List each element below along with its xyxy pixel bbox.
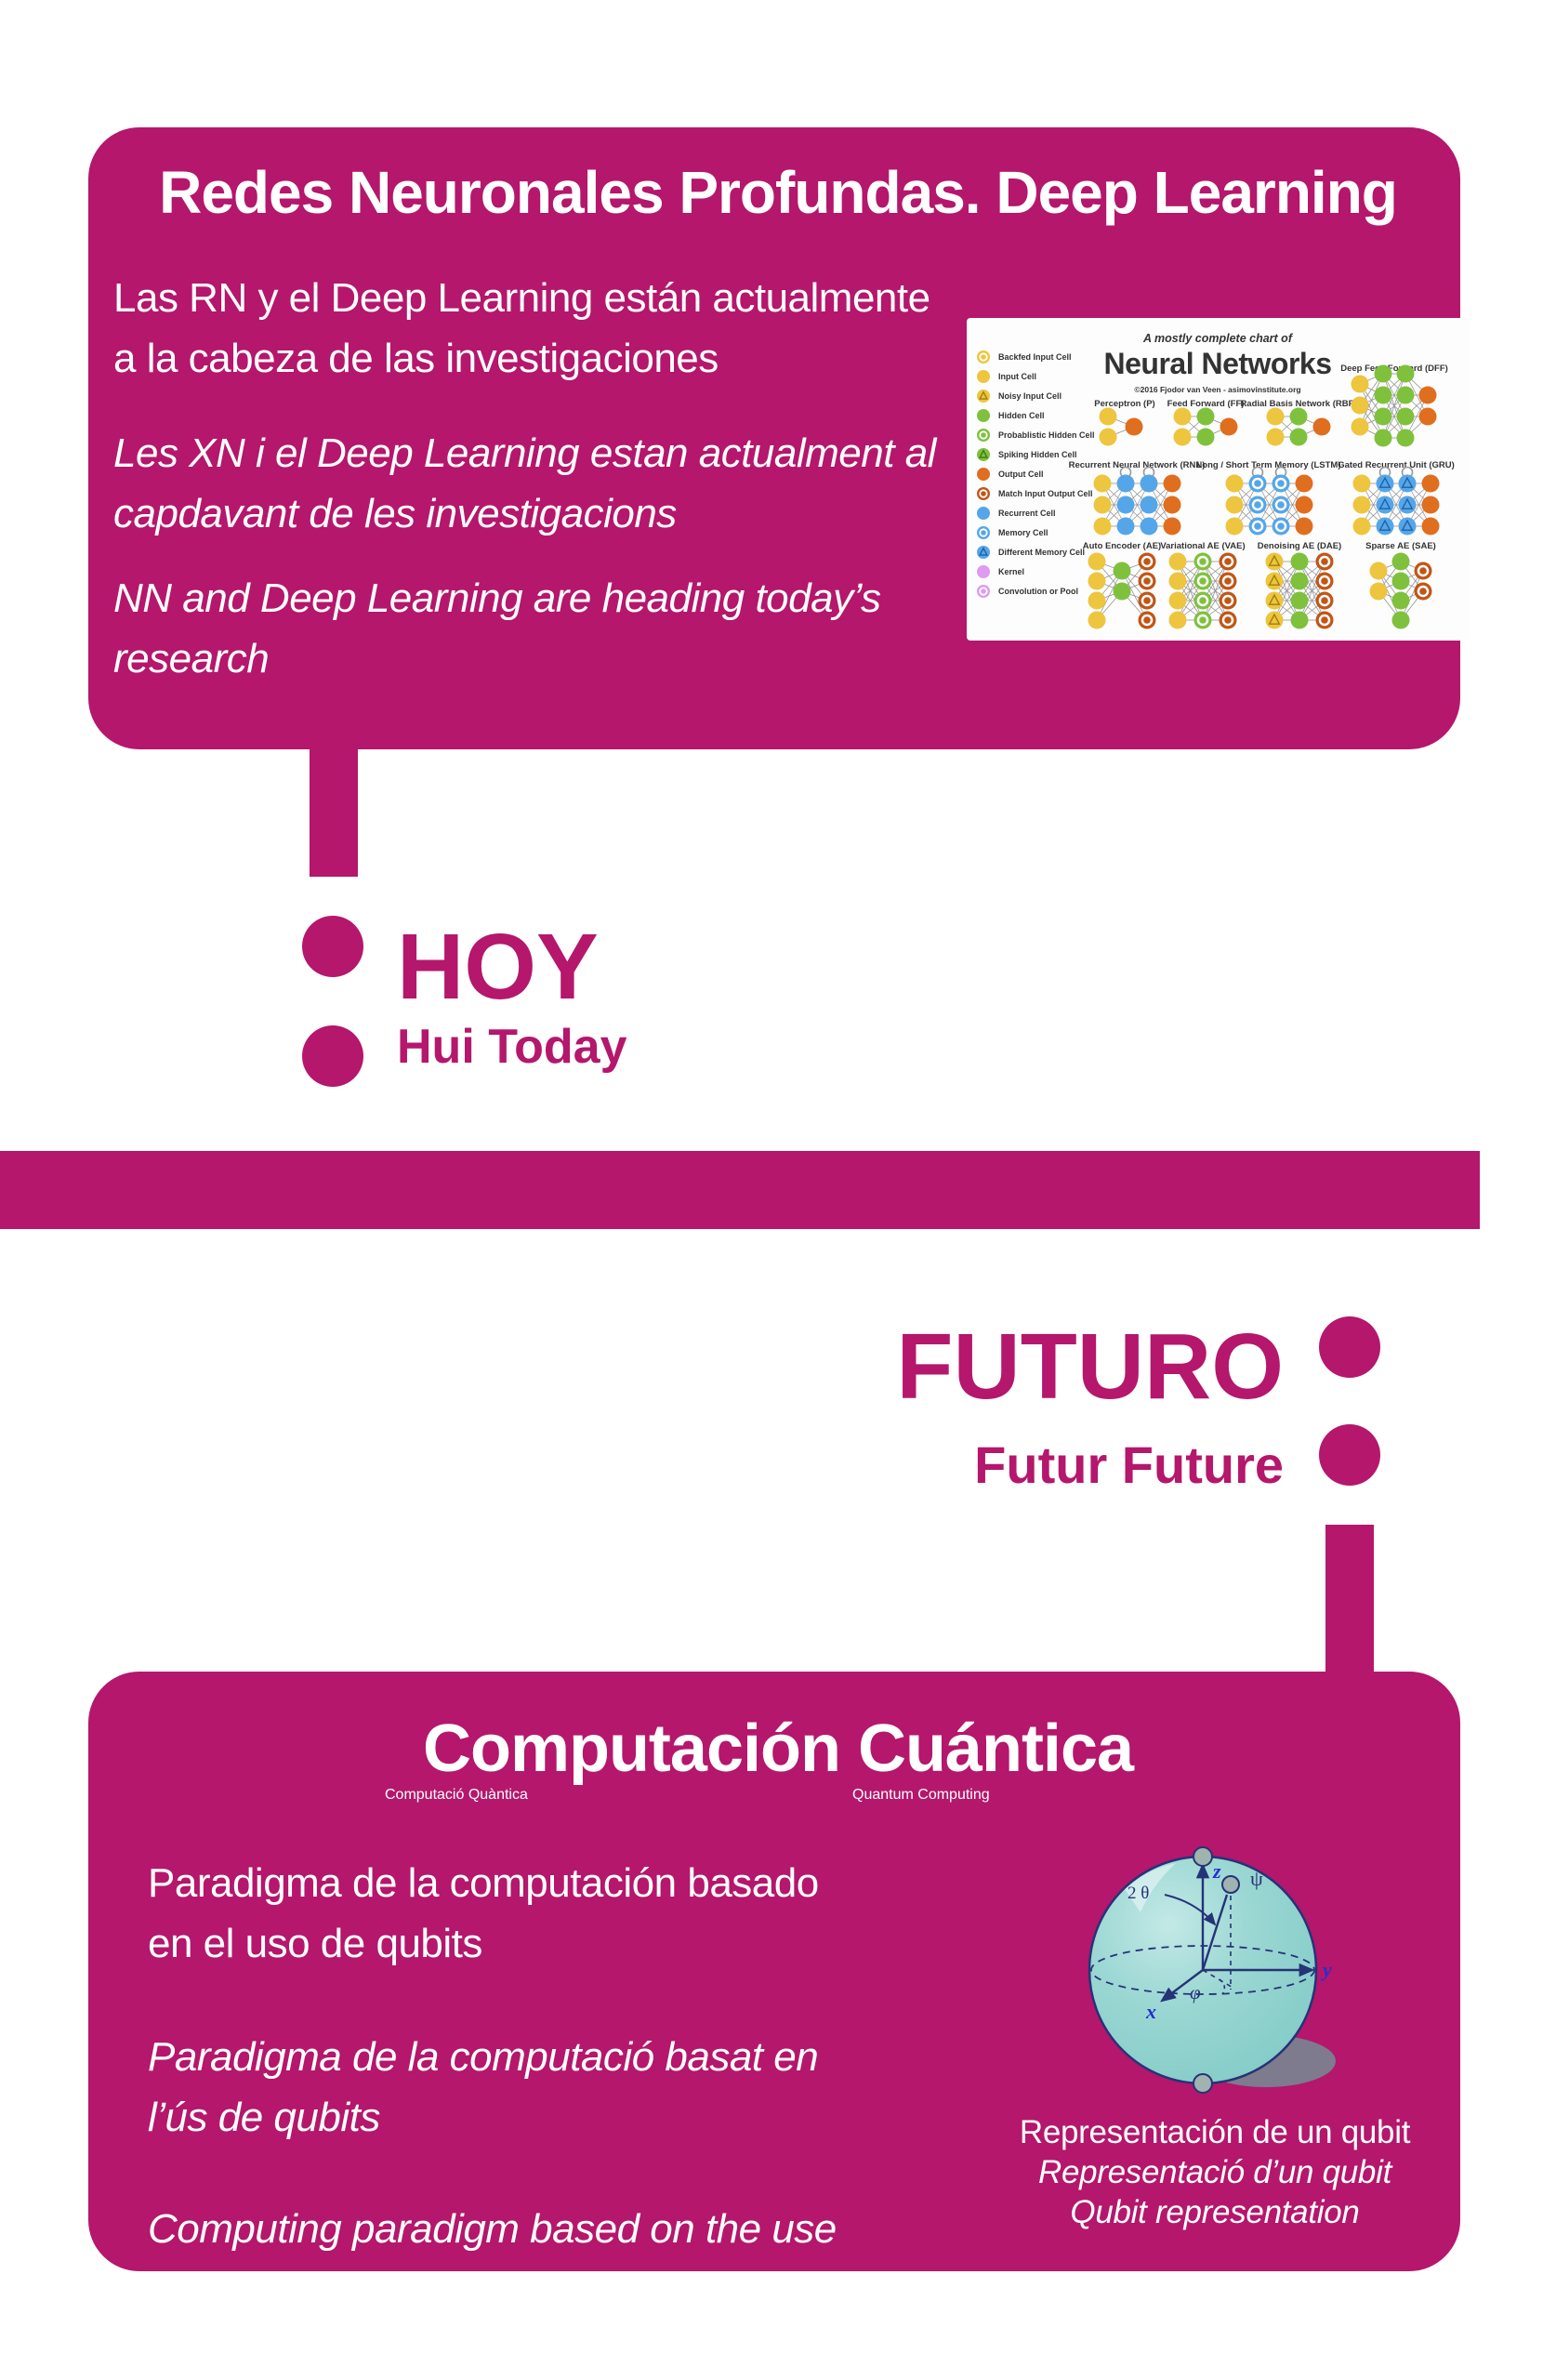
svg-text:Output Cell: Output Cell [998, 469, 1044, 479]
timeline-dot-icon [302, 916, 363, 977]
svg-text:A mostly complete chart of: A mostly complete chart of [1142, 332, 1294, 345]
paragraph-line: Computing paradigm based on the use [148, 2206, 837, 2252]
paragraph-line: a la cabeza de las investigaciones [113, 336, 719, 381]
quantum-paragraph-catalan: Paradigma de la computació basat en l’ús… [148, 2027, 819, 2148]
quantum-computing-title: Computación Cuántica [422, 1712, 1134, 1786]
paragraph-line: Paradigma de la computación basado [148, 1860, 819, 1906]
deep-learning-paragraph-catalan: Les XN i el Deep Learning estan actualme… [113, 423, 936, 544]
psi-label: ψ [1250, 1867, 1263, 1890]
future-subheading: Futur Future [974, 1435, 1284, 1494]
pole-top [1193, 1846, 1213, 1867]
y-axis-label: y [1320, 1958, 1332, 1981]
svg-text:Gated Recurrent Unit (GRU): Gated Recurrent Unit (GRU) [1338, 460, 1455, 470]
sphere-highlight [1125, 1863, 1176, 1912]
quantum-paragraph-spanish: Paradigma de la computación basado en el… [148, 1853, 819, 1974]
paragraph-line: en el uso de qubits [148, 1921, 482, 1966]
x-axis-label: x [1145, 2000, 1156, 2023]
svg-text:Perceptron (P): Perceptron (P) [1094, 399, 1154, 409]
svg-text:Deep Feed Forward (DFF): Deep Feed Forward (DFF) [1340, 364, 1448, 374]
svg-text:Feed Forward (FF): Feed Forward (FF) [1167, 399, 1245, 409]
timeline-connector-future [1325, 1525, 1374, 1675]
svg-text:Auto Encoder (AE): Auto Encoder (AE) [1083, 541, 1161, 551]
today-heading: HOY [397, 915, 599, 1019]
svg-text:©2016 Fjodor van Veen - asimov: ©2016 Fjodor van Veen - asimovinstitute.… [1134, 385, 1300, 394]
svg-text:Kernel: Kernel [998, 567, 1024, 576]
paragraph-line: Les XN i el Deep Learning estan actualme… [113, 430, 936, 476]
paragraph-line: Paradigma de la computació basat en [148, 2034, 819, 2080]
paragraph-line: of qubits [148, 2267, 298, 2312]
svg-text:Hidden Cell: Hidden Cell [998, 411, 1045, 420]
svg-text:Different Memory Cell: Different Memory Cell [998, 548, 1085, 557]
paragraph-line: Las RN y el Deep Learning están actualme… [113, 275, 930, 321]
paragraph-line: capdavant de les investigacions [113, 491, 677, 536]
theta-label: 2 θ [1127, 1884, 1149, 1903]
svg-text:Memory Cell: Memory Cell [998, 528, 1048, 537]
svg-text:Convolution or Pool: Convolution or Pool [998, 587, 1078, 596]
svg-text:Backfed Input Cell: Backfed Input Cell [998, 352, 1072, 362]
paragraph-line: NN and Deep Learning are heading today’s [113, 575, 881, 621]
svg-text:Match Input Output Cell: Match Input Output Cell [998, 489, 1093, 498]
phi-label: φ [1190, 1981, 1201, 2003]
qubit-caption: Representación de un qubit Representació… [1001, 2112, 1429, 2232]
svg-text:Recurrent Cell: Recurrent Cell [998, 509, 1056, 518]
svg-text:Sparse AE (SAE): Sparse AE (SAE) [1365, 541, 1436, 551]
today-subheading: Hui Today [397, 1020, 627, 1074]
deep-learning-title: Redes Neuronales Profundas. Deep Learnin… [159, 159, 1398, 226]
quantum-subtitle-catalan: Computació Quàntica [385, 1787, 528, 1803]
svg-text:Noisy Input Cell: Noisy Input Cell [998, 391, 1062, 401]
svg-text:Long / Short Term Memory (LSTM: Long / Short Term Memory (LSTM) [1197, 460, 1341, 470]
timeline-connector-today [310, 744, 358, 877]
qubit-caption-spanish: Representación de un qubit [1019, 2114, 1411, 2150]
svg-text:Spiking Hidden Cell: Spiking Hidden Cell [998, 450, 1077, 459]
svg-text:Recurrent Neural Network (RNN): Recurrent Neural Network (RNN) [1069, 460, 1206, 470]
svg-text:Neural Networks: Neural Networks [1103, 347, 1331, 380]
timeline-dot-icon [302, 1025, 363, 1087]
z-axis-label: z [1212, 1859, 1221, 1883]
timeline-dot-icon [1319, 1316, 1380, 1378]
bloch-sphere-image: z y x ψ 2 θ φ [1036, 1833, 1371, 2112]
pole-bottom [1193, 2073, 1213, 2094]
svg-text:Variational AE (VAE): Variational AE (VAE) [1160, 541, 1245, 551]
timeline-dot-icon [1319, 1424, 1380, 1486]
future-heading: FUTURO [896, 1315, 1284, 1419]
qubit-caption-catalan: Representació d’un qubit [1037, 2154, 1391, 2190]
paragraph-line: research [113, 636, 270, 681]
svg-text:Denoising AE (DAE): Denoising AE (DAE) [1258, 541, 1341, 551]
paragraph-line: l’ús de qubits [148, 2095, 380, 2140]
svg-text:Radial Basis Network (RBF): Radial Basis Network (RBF) [1240, 399, 1356, 409]
state-dot [1221, 1875, 1240, 1894]
qubit-caption-english: Qubit representation [1070, 2194, 1360, 2230]
deep-learning-paragraph-english: NN and Deep Learning are heading today’s… [113, 568, 881, 689]
deep-learning-paragraph-spanish: Las RN y el Deep Learning están actualme… [113, 268, 930, 389]
quantum-subtitle-english: Quantum Computing [852, 1787, 990, 1803]
bloch-sphere-svg: z y x ψ 2 θ φ [1088, 1846, 1336, 2094]
svg-text:Input Cell: Input Cell [998, 372, 1036, 381]
timeline-separator-bar [0, 1151, 1480, 1229]
neural-networks-chart-image: A mostly complete chart of Neural Network… [967, 318, 1470, 641]
neural-networks-chart-svg: A mostly complete chart of Neural Network… [977, 332, 1455, 629]
quantum-paragraph-english: Computing paradigm based on the use of q… [148, 2199, 837, 2320]
svg-text:Probablistic Hidden Cell: Probablistic Hidden Cell [998, 430, 1095, 440]
